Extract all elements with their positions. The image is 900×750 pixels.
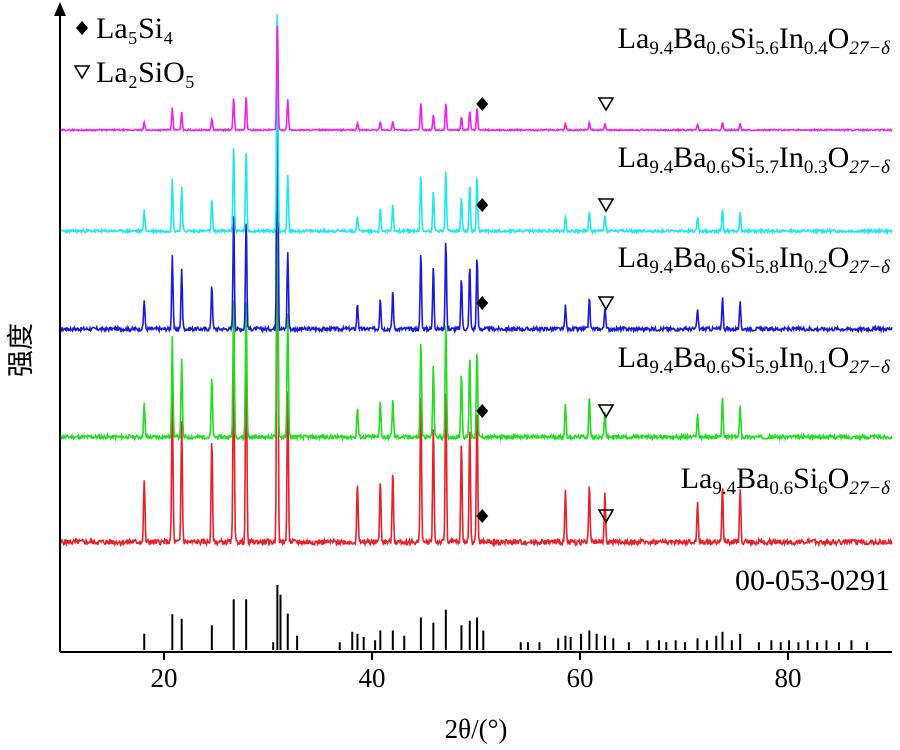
y-axis-arrow — [54, 2, 66, 16]
reference-label: 00-053-0291 — [735, 564, 890, 597]
series-line — [59, 115, 893, 548]
phase-markers — [476, 97, 615, 524]
la5si4-marker — [476, 198, 489, 212]
y-axis-title: 强度 — [6, 323, 36, 377]
series-label: La9.4Ba0.6Si5.6In0.4O27−δ — [618, 22, 891, 59]
legend-triangle-marker — [73, 65, 91, 80]
legend-label: La₅Si₄ — [96, 12, 174, 45]
x-tick-label: 20 — [151, 663, 178, 693]
la5si4-marker — [476, 404, 489, 418]
series-label: La9.4Ba0.6Si5.7In0.3O27−δ — [618, 141, 891, 178]
x-tick-label: 40 — [359, 663, 386, 693]
reference-pattern — [143, 585, 869, 650]
series-layer — [59, 14, 893, 548]
x-tick-label: 60 — [567, 663, 594, 693]
series-line — [59, 25, 893, 133]
labels-layer: La9.4Ba0.6Si6O27−δ La9.4Ba0.6Si5.9In0.1O2… — [618, 22, 891, 597]
la2sio5-marker — [597, 296, 615, 311]
legend-label: La₂SiO₅ — [96, 56, 195, 89]
la5si4-marker — [476, 296, 489, 310]
la5si4-marker — [476, 509, 489, 523]
la2sio5-marker — [597, 404, 615, 419]
x-tick-label: 80 — [775, 663, 802, 693]
series-label: La9.4Ba0.6Si5.8In0.2O27−δ — [618, 241, 891, 278]
legend: La₅Si₄ La₂SiO₅ — [73, 12, 195, 89]
legend-diamond-marker — [76, 21, 88, 35]
series-label: La9.4Ba0.6Si5.9In0.1O27−δ — [618, 341, 891, 378]
la2sio5-marker — [597, 198, 615, 213]
series-line — [59, 21, 893, 334]
series-line — [59, 14, 893, 236]
la5si4-marker — [476, 97, 489, 111]
la2sio5-marker — [597, 97, 615, 112]
series-line — [59, 122, 893, 443]
axes: 20 40 60 80 — [54, 2, 892, 693]
x-axis-title: 2θ/(°) — [445, 714, 508, 744]
series-label: La9.4Ba0.6Si6O27−δ — [681, 462, 891, 499]
la2sio5-marker — [597, 509, 615, 524]
x-ticks: 20 40 60 80 — [151, 652, 802, 693]
